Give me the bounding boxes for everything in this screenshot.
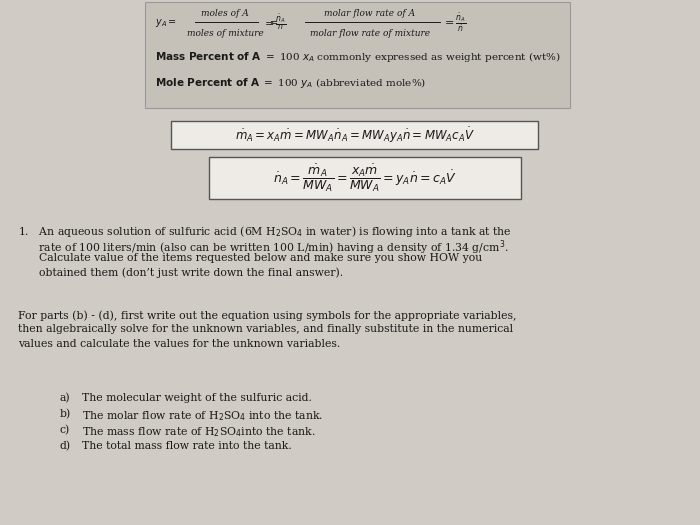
- Text: The total mass flow rate into the tank.: The total mass flow rate into the tank.: [82, 441, 292, 451]
- Text: 1.   An aqueous solution of sulfuric acid (6M H$_2$SO$_4$ in water) is flowing i: 1. An aqueous solution of sulfuric acid …: [18, 224, 512, 239]
- Text: Calculate value of the items requested below and make sure you show HOW you: Calculate value of the items requested b…: [18, 253, 482, 263]
- Text: The molecular weight of the sulfuric acid.: The molecular weight of the sulfuric aci…: [82, 393, 312, 403]
- Text: For parts (b) - (d), first write out the equation using symbols for the appropri: For parts (b) - (d), first write out the…: [18, 310, 517, 321]
- Text: The molar flow rate of H$_2$SO$_4$ into the tank.: The molar flow rate of H$_2$SO$_4$ into …: [82, 409, 323, 423]
- Text: values and calculate the values for the unknown variables.: values and calculate the values for the …: [18, 339, 340, 349]
- Text: $\mathbf{Mole\ Percent\ of\ A}$ $=$ 100 $y_A$ (abbreviated mole%): $\mathbf{Mole\ Percent\ of\ A}$ $=$ 100 …: [155, 76, 426, 90]
- FancyBboxPatch shape: [171, 121, 538, 149]
- Text: obtained them (don’t just write down the final answer).: obtained them (don’t just write down the…: [18, 268, 343, 278]
- Text: b): b): [60, 409, 71, 419]
- Text: $=\frac{\dot{n}_A}{\dot{n}}$: $=\frac{\dot{n}_A}{\dot{n}}$: [442, 12, 467, 35]
- Text: $=\frac{\dot{n}_A}{n}$: $=\frac{\dot{n}_A}{n}$: [262, 13, 286, 33]
- Text: The mass flow rate of H$_2$SO$_4$into the tank.: The mass flow rate of H$_2$SO$_4$into th…: [82, 425, 316, 439]
- Text: $\dot{n}_A = \dfrac{\dot{m}_A}{MW_A} = \dfrac{x_A\dot{m}}{MW_A} = y_A\dot{n} = c: $\dot{n}_A = \dfrac{\dot{m}_A}{MW_A} = \…: [273, 162, 457, 194]
- Text: moles of A: moles of A: [201, 8, 249, 17]
- Text: molar flow rate of mixture: molar flow rate of mixture: [310, 28, 430, 37]
- Text: then algebraically solve for the unknown variables, and finally substitute in th: then algebraically solve for the unknown…: [18, 324, 513, 334]
- Text: $\mathbf{Mass\ Percent\ of\ A}$ $=$ 100 $x_A$ commonly expressed as weight perce: $\mathbf{Mass\ Percent\ of\ A}$ $=$ 100 …: [155, 50, 561, 64]
- FancyBboxPatch shape: [209, 157, 521, 199]
- Text: $\dot{m}_A = x_A\dot{m} = MW_A\dot{n}_A = MW_A y_A \dot{n} = MW_A c_A \dot{V}$: $\dot{m}_A = x_A\dot{m} = MW_A\dot{n}_A …: [234, 125, 475, 145]
- Text: c): c): [60, 425, 70, 435]
- Text: a): a): [60, 393, 71, 403]
- Text: moles of mixture: moles of mixture: [187, 28, 263, 37]
- Text: d): d): [60, 441, 71, 452]
- Text: =: =: [270, 18, 278, 28]
- Text: rate of 100 liters/min (also can be written 100 L/min) having a density of 1.34 : rate of 100 liters/min (also can be writ…: [18, 238, 508, 257]
- FancyBboxPatch shape: [145, 2, 570, 108]
- Text: $y_A =$: $y_A =$: [155, 17, 177, 29]
- Text: molar flow rate of A: molar flow rate of A: [324, 8, 416, 17]
